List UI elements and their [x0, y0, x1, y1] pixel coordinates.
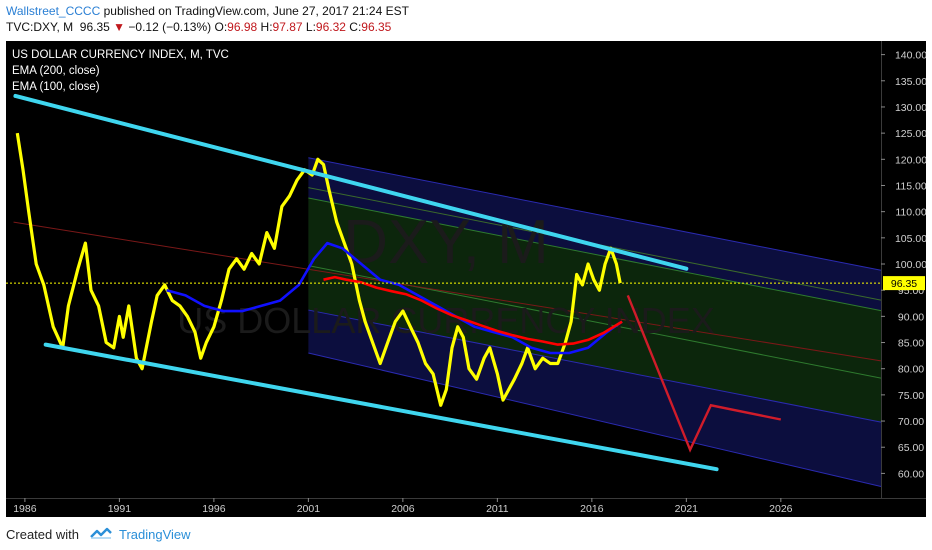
author-link[interactable]: Wallstreet_CCCC	[6, 4, 101, 18]
tradingview-brand-link[interactable]: TradingView	[118, 526, 191, 542]
trend-channel-line	[13, 93, 689, 271]
price-value: 96.35	[79, 20, 110, 34]
last-price-label: 96.35	[891, 278, 917, 290]
y-tick-label: 140.00	[895, 50, 926, 62]
forecast-path	[626, 294, 782, 453]
ema100-line	[166, 241, 623, 355]
fib-median-line	[13, 221, 882, 362]
y-tick-label: 65.00	[898, 442, 924, 454]
down-arrow-icon: ▼	[113, 20, 126, 34]
x-tick-label: 1996	[202, 503, 226, 515]
y-tick-label: 85.00	[898, 338, 924, 350]
open-label: O:	[214, 20, 228, 34]
close-value: 96.35	[361, 20, 392, 34]
watermark-description: US DOLLAR CURRENCY INDEX	[177, 300, 714, 341]
watermark-symbol: DXY, M	[343, 208, 549, 277]
fib-band	[308, 157, 881, 301]
open-value: 96.98	[227, 20, 258, 34]
low-label: L:	[305, 20, 316, 34]
fib-band	[308, 198, 881, 379]
published-info: published on TradingView.com, June 27, 2…	[103, 4, 409, 18]
indicator-ema100[interactable]: EMA (100, close)	[12, 81, 100, 93]
fib-band	[308, 187, 881, 311]
time-axis[interactable]: 1986 1991 1996 2001 2006 2011 2016 2021 2026	[13, 498, 793, 515]
high-label: H:	[260, 20, 273, 34]
last-price-badge	[883, 276, 925, 291]
y-tick-label: 70.00	[898, 416, 924, 428]
fib-level-line	[308, 197, 882, 312]
low-value: 96.32	[315, 20, 346, 34]
fib-level-line	[308, 309, 882, 423]
x-tick-label: 2026	[769, 503, 793, 515]
fib-level-line	[308, 157, 882, 271]
x-tick-label: 1991	[108, 503, 132, 515]
series-layer	[6, 93, 881, 472]
y-tick-label: 80.00	[898, 364, 924, 376]
quote-line: TVC:DXY, M 96.35 ▼ −0.12 (−0.13%) O:96.9…	[6, 19, 409, 35]
y-tick-label: 75.00	[898, 390, 924, 402]
tradingview-logo-icon[interactable]	[89, 526, 113, 543]
y-tick-label: 90.00	[898, 311, 924, 323]
fib-level-line	[308, 352, 882, 487]
publish-line: Wallstreet_CCCC published on TradingView…	[6, 3, 409, 19]
dxy-chart[interactable]: DXY, M US DOLLAR CURRENCY INDEX 60.00 65.…	[6, 41, 927, 517]
publish-header: Wallstreet_CCCC published on TradingView…	[6, 3, 409, 35]
y-tick-label: 115.00	[895, 180, 926, 192]
y-tick-label: 125.00	[895, 128, 926, 140]
change-value: −0.12 (−0.13%)	[128, 20, 212, 34]
y-tick-label: 100.00	[895, 259, 926, 271]
x-tick-label: 2021	[675, 503, 699, 515]
indicator-ema200[interactable]: EMA (200, close)	[12, 65, 100, 77]
high-value: 97.87	[272, 20, 303, 34]
price-axis[interactable]: 60.0065.0070.0075.0080.0085.0090.0095.00…	[881, 50, 927, 481]
y-tick-label: 110.00	[895, 207, 926, 219]
close-label: C:	[349, 20, 362, 34]
y-tick-label: 60.00	[898, 468, 924, 480]
y-tick-label: 130.00	[895, 102, 926, 114]
ema200-line	[323, 275, 623, 346]
y-tick-label: 135.00	[895, 76, 926, 88]
created-with-label: Created with	[6, 526, 79, 542]
footer: Created with TradingView	[6, 522, 191, 546]
trend-channel-line	[43, 342, 719, 472]
y-tick-label: 105.00	[895, 233, 926, 245]
x-tick-label: 2006	[391, 503, 415, 515]
x-tick-label: 2011	[486, 503, 509, 515]
y-tick-label: 120.00	[895, 154, 926, 166]
symbol-label: TVC:DXY, M	[6, 20, 74, 34]
x-tick-label: 2016	[580, 503, 604, 515]
price-line	[15, 132, 622, 407]
chart-frame[interactable]: DXY, M US DOLLAR CURRENCY INDEX 60.00 65.…	[6, 41, 927, 517]
chart-title: US DOLLAR CURRENCY INDEX, M, TVC	[12, 49, 229, 61]
x-tick-label: 2001	[297, 503, 321, 515]
x-tick-label: 1986	[13, 503, 37, 515]
